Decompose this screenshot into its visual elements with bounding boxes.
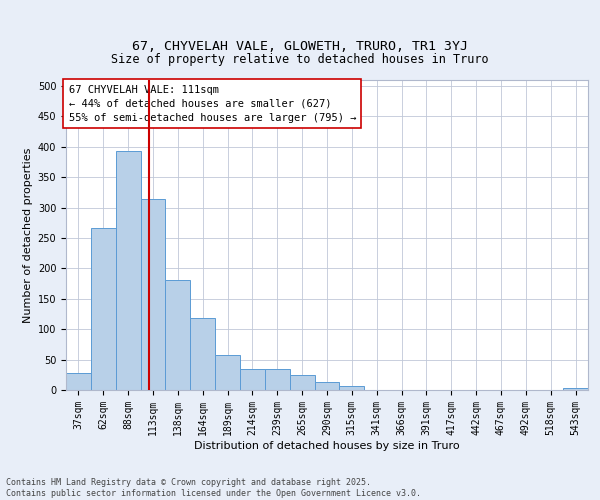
Bar [265,370,290,390]
Bar [140,198,166,390]
Bar [290,376,314,390]
Bar [190,318,215,390]
Text: Size of property relative to detached houses in Truro: Size of property relative to detached ho… [111,53,489,66]
Bar [563,388,588,390]
Bar [314,382,340,390]
Text: Contains HM Land Registry data © Crown copyright and database right 2025.
Contai: Contains HM Land Registry data © Crown c… [6,478,421,498]
Text: 67, CHYVELAH VALE, GLOWETH, TRURO, TR1 3YJ: 67, CHYVELAH VALE, GLOWETH, TRURO, TR1 3… [132,40,468,52]
Bar [240,370,265,390]
Bar [66,373,91,390]
Bar [340,386,364,390]
X-axis label: Distribution of detached houses by size in Truro: Distribution of detached houses by size … [194,440,460,450]
Bar [166,280,190,390]
Text: 67 CHYVELAH VALE: 111sqm
← 44% of detached houses are smaller (627)
55% of semi-: 67 CHYVELAH VALE: 111sqm ← 44% of detach… [68,84,356,122]
Bar [91,228,116,390]
Bar [215,354,240,390]
Bar [116,151,140,390]
Y-axis label: Number of detached properties: Number of detached properties [23,148,34,322]
